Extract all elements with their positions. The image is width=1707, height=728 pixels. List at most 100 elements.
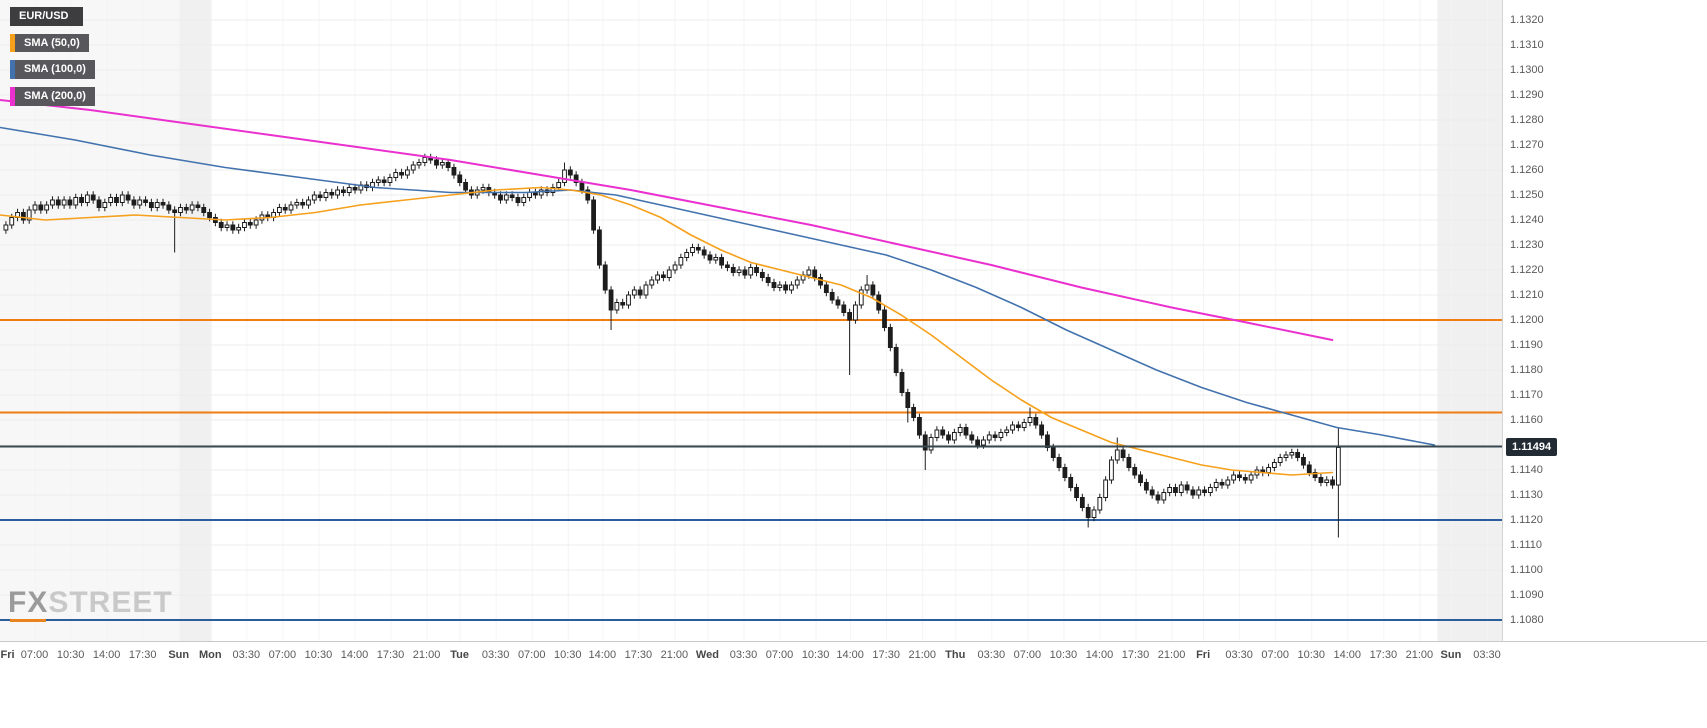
candle-body	[143, 199, 148, 203]
candle-body	[166, 204, 172, 211]
candle-body	[404, 169, 410, 176]
candle-body	[1178, 484, 1184, 493]
time-tick-label: 17:30	[1121, 649, 1150, 661]
price-plot[interactable]	[0, 0, 1502, 641]
candle-body	[864, 284, 870, 291]
candle-body	[1021, 422, 1027, 428]
candle-body	[498, 194, 503, 201]
candle-body	[550, 187, 556, 193]
symbol-badge[interactable]: EUR/USD	[10, 7, 83, 26]
candle-body	[108, 197, 114, 203]
candle-body	[463, 182, 468, 191]
candle-body	[137, 199, 143, 206]
candle-body	[1120, 449, 1126, 458]
candle-body	[789, 284, 794, 291]
candle-body	[602, 264, 608, 291]
candle-body	[288, 204, 294, 211]
time-tick-label: 07:00	[517, 649, 546, 661]
candle-body	[1138, 474, 1143, 483]
candle-body	[1225, 479, 1231, 486]
candle-body	[1266, 467, 1271, 473]
price-tick-label: 1.1230	[1510, 239, 1544, 251]
candle-body	[521, 197, 527, 203]
price-tick-label: 1.1100	[1510, 564, 1543, 576]
candle-body	[1301, 457, 1306, 466]
candle-body	[1074, 487, 1079, 498]
candle-body	[375, 179, 381, 183]
time-tick-label: 14:00	[836, 649, 864, 661]
candle-body	[434, 159, 439, 166]
candle-body	[1242, 477, 1248, 481]
candle-body	[678, 257, 684, 266]
candle-body	[672, 264, 678, 271]
candle-body	[1190, 489, 1196, 496]
price-tick-label: 1.1110	[1510, 539, 1543, 551]
candle-body	[1173, 487, 1178, 493]
candle-body	[998, 432, 1004, 438]
candle-body	[765, 277, 771, 283]
candle-body	[102, 202, 108, 208]
time-tick-label: 17:30	[128, 649, 157, 661]
candle-body	[556, 182, 562, 188]
candle-body	[9, 217, 15, 226]
candle-body	[236, 227, 242, 231]
candle-body	[736, 269, 742, 273]
candle-body	[759, 272, 765, 278]
candle-body	[1237, 474, 1242, 478]
candle-body	[84, 194, 90, 203]
candle-body	[701, 249, 707, 256]
indicator-badge-sma100[interactable]: SMA (100,0)	[10, 60, 95, 79]
time-tick-label: 10:30	[801, 649, 830, 661]
candle-body	[695, 247, 701, 251]
candle-body	[340, 189, 346, 193]
price-tick-label: 1.1250	[1510, 189, 1544, 201]
candle-body	[1143, 482, 1149, 491]
candle-body	[1324, 479, 1330, 483]
candle-body	[992, 434, 998, 438]
price-tick-label: 1.1120	[1510, 514, 1543, 526]
candle-body	[1161, 492, 1167, 501]
candle-body	[853, 304, 858, 321]
time-tick-day-label: Sun	[168, 649, 190, 661]
candle-body	[26, 209, 32, 221]
candle-body	[643, 284, 649, 296]
candle-body	[893, 347, 899, 373]
candle-body	[1231, 474, 1237, 481]
candle-body	[707, 254, 713, 261]
candle-body	[1010, 424, 1015, 431]
price-tick-label: 1.1290	[1510, 89, 1544, 101]
indicator-badge-sma200[interactable]: SMA (200,0)	[10, 86, 95, 106]
candle-body	[841, 304, 847, 313]
time-tick-label: 03:30	[729, 649, 758, 661]
candle-body	[882, 309, 887, 328]
candle-body	[1050, 447, 1056, 458]
time-axis[interactable]: Fri 07:00 10:30 14:00 17:30 Sun Mon 03:30 07:00 1…	[0, 641, 1707, 670]
candle-body	[1056, 457, 1062, 468]
candle-body	[1109, 459, 1114, 481]
price-tick-label: 1.1170	[1510, 389, 1543, 401]
candle-body	[1184, 484, 1190, 491]
candle-body	[951, 432, 957, 441]
candle-body	[1312, 472, 1318, 478]
indicator-badge-sma50[interactable]: SMA (50,0)	[10, 33, 89, 53]
candle-body	[445, 162, 451, 168]
watermark-fx-text: FX	[8, 586, 49, 619]
price-axis[interactable]: 1.11494 1.1320 1.1310 1.1300 1.1290 1.1280 1.…	[1502, 0, 1707, 641]
time-tick-label: 03:30	[1473, 649, 1501, 661]
time-tick-day-label: Mon	[198, 649, 222, 661]
candle-body	[160, 202, 166, 206]
price-tick-label: 1.1280	[1510, 114, 1544, 126]
candle-body	[783, 284, 789, 291]
time-tick-label: 21:00	[412, 649, 441, 661]
time-tick-label: 03:30	[977, 649, 1006, 661]
time-tick-label: 10:30	[56, 649, 85, 661]
candle-body	[777, 284, 783, 288]
sma-100-line	[0, 126, 1436, 446]
candle-body	[79, 197, 84, 203]
candle-body	[1114, 449, 1120, 461]
candle-body	[451, 167, 457, 176]
candle-body	[527, 192, 532, 198]
candle-body	[480, 187, 486, 191]
price-tick-label: 1.1080	[1510, 614, 1544, 626]
